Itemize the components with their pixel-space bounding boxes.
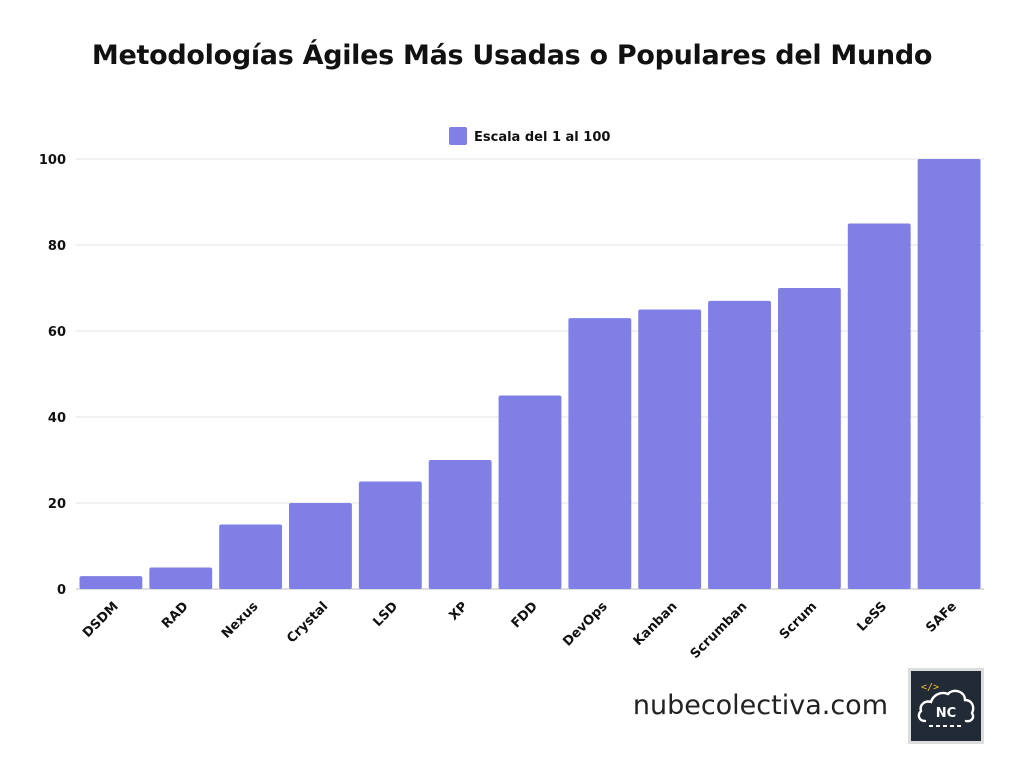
x-tick-label: Nexus (219, 599, 262, 642)
bar (708, 300, 771, 589)
bar (79, 576, 143, 589)
bar (219, 524, 283, 589)
x-tick-label: XP (447, 599, 471, 623)
bar (568, 318, 632, 589)
x-tick-label: FDD (509, 599, 541, 631)
bar (149, 567, 213, 589)
bar (847, 223, 911, 589)
x-tick-label: Scrumban (688, 599, 751, 662)
logo-text: NC (936, 706, 956, 721)
logo: </> NC (908, 668, 984, 744)
site-name: nubecolectiva.com (632, 690, 888, 721)
y-tick-label: 20 (48, 497, 66, 512)
x-tick-label: DSDM (80, 599, 122, 641)
x-tick-label: SAFe (923, 599, 960, 636)
bar (358, 481, 422, 589)
bar (498, 395, 562, 589)
legend-label: Escala del 1 al 100 (474, 130, 610, 145)
x-tick-label: Kanban (631, 599, 681, 649)
y-tick-label: 100 (39, 153, 66, 168)
x-tick-label: LeSS (855, 599, 891, 635)
legend-swatch (449, 127, 467, 145)
cloud-logo-icon: </> NC (917, 682, 975, 727)
x-tick-label: DevOps (560, 599, 611, 650)
bar (917, 159, 981, 589)
y-tick-label: 80 (48, 239, 66, 254)
x-tick-label: LSD (370, 599, 401, 630)
logo-code-text: </> (921, 682, 939, 693)
y-tick-label: 0 (57, 583, 66, 598)
x-tick-label: Crystal (284, 599, 331, 646)
bar (428, 460, 492, 589)
bar (638, 309, 702, 589)
bar (777, 288, 841, 589)
x-tick-label: RAD (159, 599, 192, 632)
bar (289, 503, 352, 589)
y-tick-label: 60 (48, 325, 66, 340)
x-tick-label: Scrum (777, 599, 820, 642)
y-tick-label: 40 (48, 411, 66, 426)
chart-title: Metodologías Ágiles Más Usadas o Popular… (91, 40, 933, 71)
